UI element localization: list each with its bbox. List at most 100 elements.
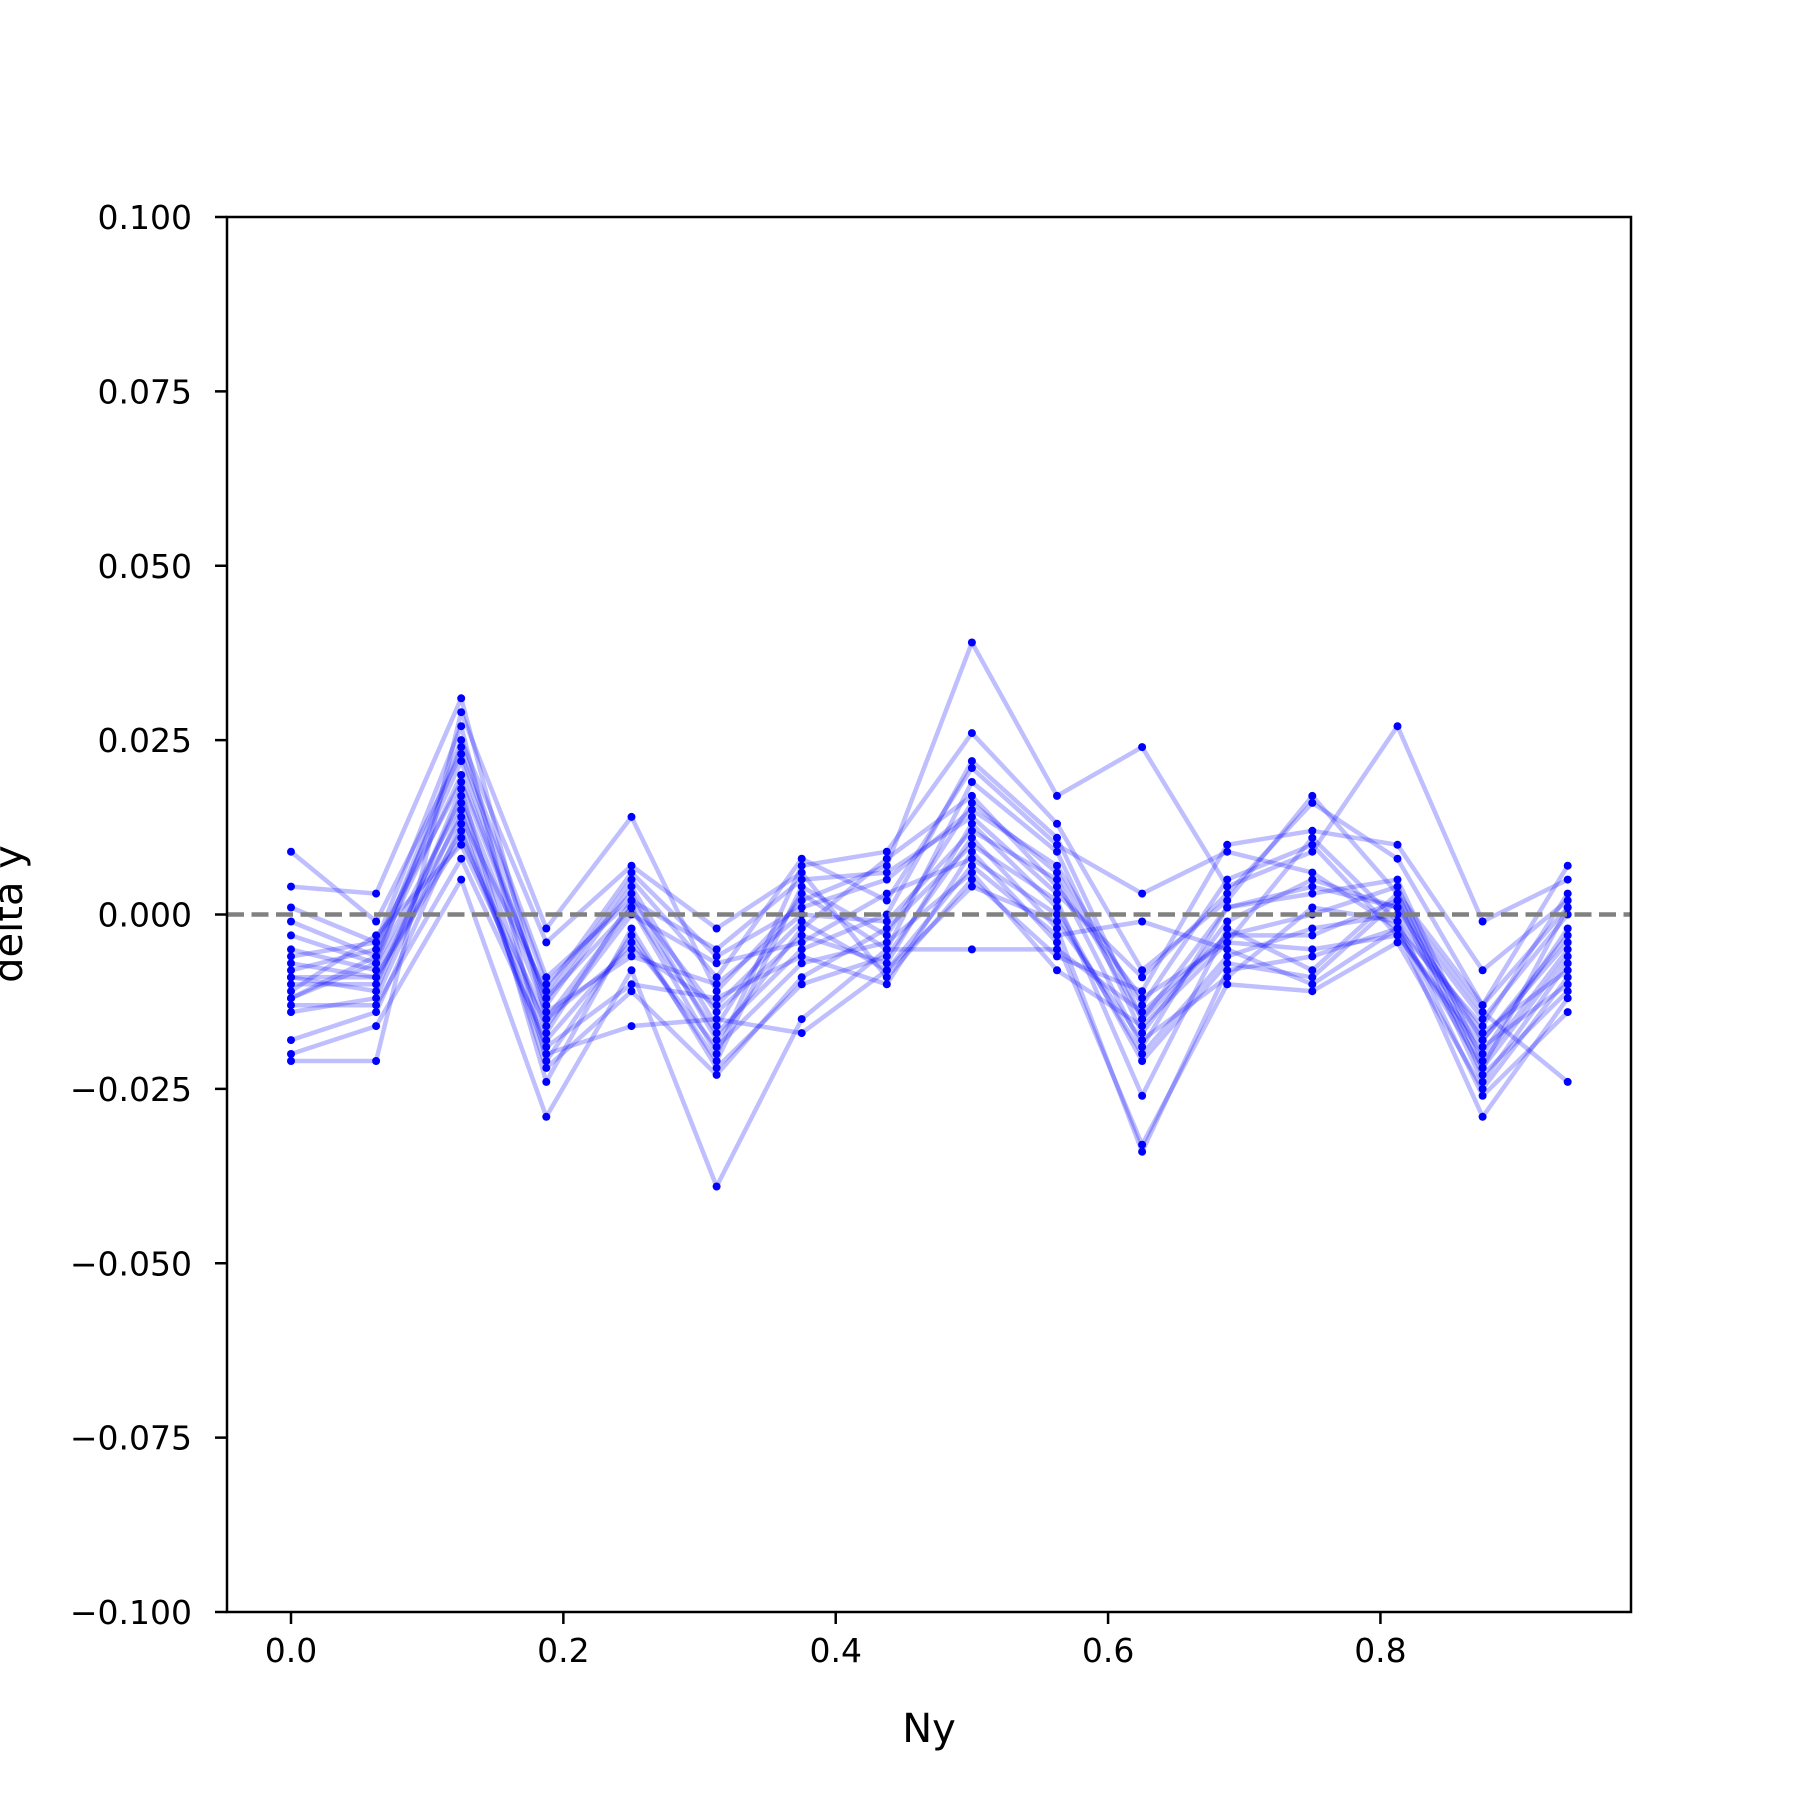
data-point (1563, 875, 1572, 884)
data-point (967, 819, 976, 828)
data-point (1308, 952, 1317, 961)
series-line (290, 807, 1570, 1099)
data-point (457, 708, 466, 717)
data-point (1053, 952, 1061, 961)
data-point (1138, 1036, 1147, 1045)
data-point (797, 875, 806, 884)
data-point (1478, 917, 1487, 926)
series-20 (287, 757, 1572, 1045)
data-point (1138, 1022, 1147, 1031)
data-point (967, 847, 976, 856)
data-point (1053, 847, 1061, 856)
data-point (882, 889, 891, 898)
data-point (967, 875, 976, 884)
series-19 (287, 833, 1572, 1072)
data-point (542, 994, 551, 1003)
data-point (1478, 1008, 1487, 1017)
data-point (1138, 1050, 1147, 1058)
series-line (290, 765, 1570, 1029)
data-point (287, 945, 295, 954)
data-point (882, 952, 891, 961)
series-17 (287, 638, 1572, 1065)
data-point (712, 1182, 721, 1191)
series-line (290, 723, 1570, 1071)
data-point (627, 903, 636, 912)
data-point (287, 1050, 295, 1058)
data-point (712, 952, 721, 961)
data-point (1053, 917, 1061, 926)
data-point (967, 861, 976, 870)
data-point (1053, 896, 1061, 905)
y-tick-label: −0.075 (70, 1419, 192, 1458)
data-point (287, 980, 295, 989)
y-tick-label: 0.075 (98, 372, 192, 411)
data-point (1138, 1147, 1147, 1156)
data-point (542, 987, 551, 996)
data-point (1563, 931, 1572, 940)
y-axis: 0.100 0.075 0.050 0.025 0.000 −0.025 −0.050 −0.… (70, 198, 227, 1632)
data-point (457, 798, 466, 807)
data-point (627, 931, 636, 940)
data-point (1478, 1091, 1487, 1100)
data-point (372, 945, 381, 954)
data-point (1138, 1091, 1147, 1100)
data-point (627, 875, 636, 884)
data-point (627, 896, 636, 905)
data-point (287, 1036, 295, 1045)
data-point (287, 847, 295, 856)
data-point (287, 931, 295, 940)
series-line (290, 737, 1570, 1001)
series-line (291, 793, 1570, 1064)
data-point (882, 973, 891, 982)
y-tick-label: 0.025 (98, 721, 192, 760)
data-point (1563, 861, 1572, 870)
data-point (542, 1029, 551, 1038)
data-point (457, 805, 466, 814)
data-point (797, 868, 806, 877)
data-point (1223, 945, 1232, 954)
data-point (457, 785, 466, 793)
data-point (542, 1036, 551, 1045)
data-point (1478, 1084, 1487, 1093)
data-point (1053, 791, 1061, 800)
data-point (627, 938, 636, 947)
data-point (1308, 945, 1317, 954)
data-point (712, 959, 721, 968)
series-line (290, 807, 1570, 1057)
data-point (457, 875, 466, 884)
data-point (1393, 903, 1402, 912)
data-point (1308, 875, 1317, 884)
data-point (967, 854, 976, 863)
data-point (627, 945, 636, 954)
data-point (1563, 924, 1572, 933)
data-point (1138, 917, 1147, 926)
data-point (1563, 973, 1572, 982)
data-point (882, 924, 891, 933)
series-14 (287, 805, 1572, 1100)
data-point (1308, 889, 1317, 898)
data-point (1138, 743, 1147, 752)
x-tick-label: 0.6 (1082, 1631, 1134, 1670)
data-point (1223, 882, 1232, 891)
x-axis-label: Ny (902, 1706, 956, 1752)
data-point (1478, 1029, 1487, 1038)
data-point (542, 924, 551, 933)
data-point (287, 903, 295, 912)
series-line (289, 751, 1570, 1043)
data-point (287, 952, 295, 961)
data-point (542, 1050, 551, 1058)
data-point (882, 966, 891, 975)
data-point (797, 861, 806, 870)
data-point (1138, 1029, 1147, 1038)
data-point (287, 966, 295, 975)
data-point (1053, 840, 1061, 849)
data-point (882, 938, 891, 947)
data-point (797, 917, 806, 926)
data-point (287, 917, 295, 926)
data-point (712, 1029, 721, 1038)
data-point (1393, 917, 1402, 926)
data-point (967, 812, 976, 821)
data-point (1478, 966, 1487, 975)
data-point (287, 987, 295, 996)
